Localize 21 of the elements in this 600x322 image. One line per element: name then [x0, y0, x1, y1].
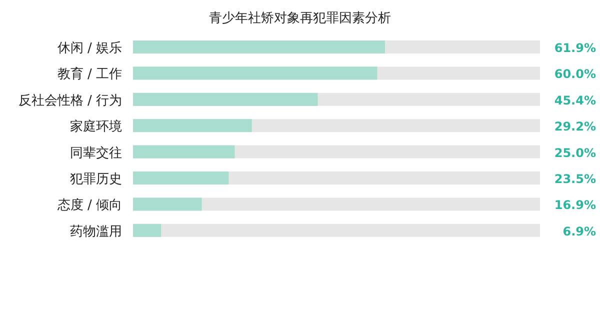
data-label: 61.9% [554, 41, 596, 55]
bar [133, 224, 162, 237]
bar [133, 145, 235, 158]
data-label: 25.0% [554, 146, 596, 160]
y-tick-label: 反社会性格 / 行为 [18, 93, 122, 108]
y-tick-label: 家庭环境 [70, 118, 122, 135]
bar [133, 172, 229, 184]
data-label: 60.0% [554, 67, 596, 82]
y-tick-label: 同辈交往 [70, 144, 122, 161]
data-label: 6.9% [562, 224, 596, 238]
data-label: 45.4% [554, 93, 596, 108]
y-tick-label: 犯罪历史 [70, 172, 122, 187]
bar [133, 198, 202, 211]
data-label: 16.9% [554, 198, 596, 212]
y-tick-label: 态度 / 倾向 [56, 197, 122, 214]
y-tick-label: 休闲 / 娱乐 [57, 41, 122, 56]
chart-title: 青少年社矫对象再犯罪因素分析 [209, 11, 391, 26]
data-label: 23.5% [554, 172, 596, 186]
data-label: 29.2% [554, 120, 596, 134]
y-tick-label: 教育 / 工作 [57, 66, 122, 82]
y-tick-label: 药物滥用 [70, 224, 122, 240]
